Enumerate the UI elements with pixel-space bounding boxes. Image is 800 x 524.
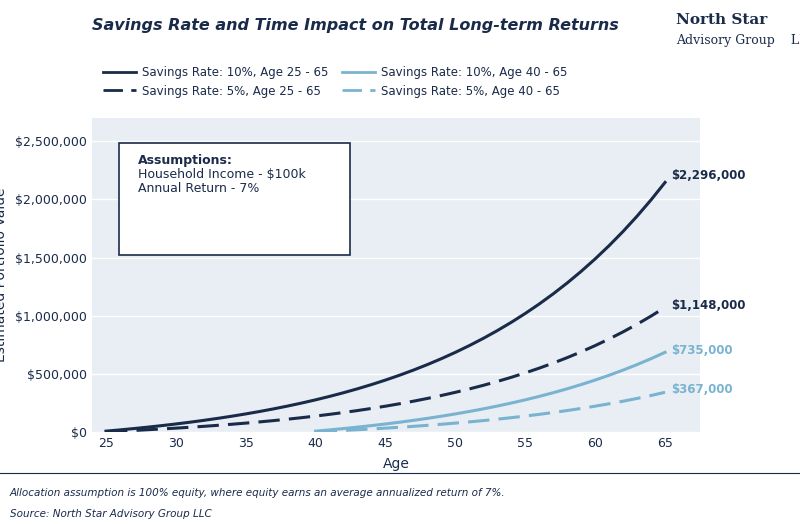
X-axis label: Age: Age xyxy=(382,457,410,471)
Text: Allocation assumption is 100% equity, where equity earns an average annualized r: Allocation assumption is 100% equity, wh… xyxy=(10,488,506,498)
Text: Source: North Star Advisory Group LLC: Source: North Star Advisory Group LLC xyxy=(10,509,211,519)
Text: $1,148,000: $1,148,000 xyxy=(670,299,745,312)
Text: North Star: North Star xyxy=(676,13,767,27)
Text: $2,296,000: $2,296,000 xyxy=(670,169,745,182)
Text: Household Income - $100k: Household Income - $100k xyxy=(138,168,306,181)
Legend: Savings Rate: 10%, Age 25 - 65, Savings Rate: 5%, Age 25 - 65, Savings Rate: 10%: Savings Rate: 10%, Age 25 - 65, Savings … xyxy=(98,61,572,102)
Text: Savings Rate and Time Impact on Total Long-term Returns: Savings Rate and Time Impact on Total Lo… xyxy=(92,18,618,34)
Text: $735,000: $735,000 xyxy=(670,344,732,356)
FancyBboxPatch shape xyxy=(119,143,350,255)
Text: Advisory Group    LLC: Advisory Group LLC xyxy=(676,34,800,47)
Y-axis label: Estimated Portfolio Value: Estimated Portfolio Value xyxy=(0,188,8,363)
Text: Assumptions:: Assumptions: xyxy=(138,154,233,167)
Text: $367,000: $367,000 xyxy=(670,384,732,397)
Text: Annual Return - 7%: Annual Return - 7% xyxy=(138,182,259,195)
